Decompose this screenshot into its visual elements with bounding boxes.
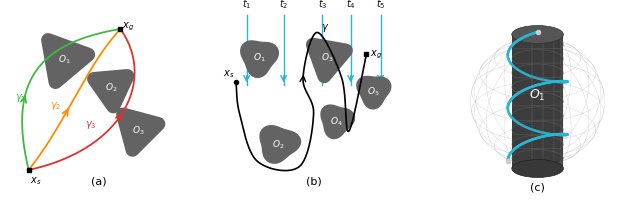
Text: $t_1$: $t_1$ <box>242 0 252 10</box>
Text: $t_5$: $t_5$ <box>376 0 385 10</box>
Polygon shape <box>123 115 159 150</box>
Text: $x_s$: $x_s$ <box>31 174 42 186</box>
Text: $x_g$: $x_g$ <box>370 48 382 61</box>
Text: (b): (b) <box>306 176 321 186</box>
Text: $\gamma_2$: $\gamma_2$ <box>50 99 61 111</box>
Text: $O_3$: $O_3$ <box>321 52 334 64</box>
Bar <box>512 35 563 169</box>
Text: $O_1$: $O_1$ <box>58 53 70 66</box>
Text: $O_1$: $O_1$ <box>253 52 265 64</box>
Text: $t_3$: $t_3$ <box>317 0 327 10</box>
Ellipse shape <box>512 160 563 177</box>
Text: $t_4$: $t_4$ <box>346 0 355 10</box>
Text: $O_2$: $O_2$ <box>272 138 285 150</box>
Text: $x_s$: $x_s$ <box>223 68 234 79</box>
Text: $\gamma$: $\gamma$ <box>321 22 329 34</box>
Polygon shape <box>313 45 346 77</box>
Text: $x_g$: $x_g$ <box>122 20 134 33</box>
Text: $(q_u, s_u \cdot l_1)$: $(q_u, s_u \cdot l_1)$ <box>565 170 604 183</box>
Polygon shape <box>241 42 278 78</box>
Polygon shape <box>94 77 127 107</box>
Text: $O_5$: $O_5$ <box>367 85 380 97</box>
Text: $\gamma_1$: $\gamma_1$ <box>15 92 26 104</box>
Text: $O_3$: $O_3$ <box>132 124 144 136</box>
Text: $(q_u, s_u)$: $(q_u, s_u)$ <box>568 26 596 38</box>
Ellipse shape <box>512 27 563 44</box>
Text: (c): (c) <box>530 182 545 192</box>
Text: $O_1$: $O_1$ <box>529 87 546 102</box>
Text: $t_2$: $t_2$ <box>279 0 288 10</box>
Polygon shape <box>48 41 88 83</box>
Polygon shape <box>260 126 300 163</box>
Text: $O_2$: $O_2$ <box>106 81 118 94</box>
Polygon shape <box>357 77 391 109</box>
Text: (a): (a) <box>92 176 107 186</box>
Text: $O_4$: $O_4$ <box>330 115 343 127</box>
Polygon shape <box>321 106 355 139</box>
Text: $\gamma_3$: $\gamma_3$ <box>85 118 97 130</box>
